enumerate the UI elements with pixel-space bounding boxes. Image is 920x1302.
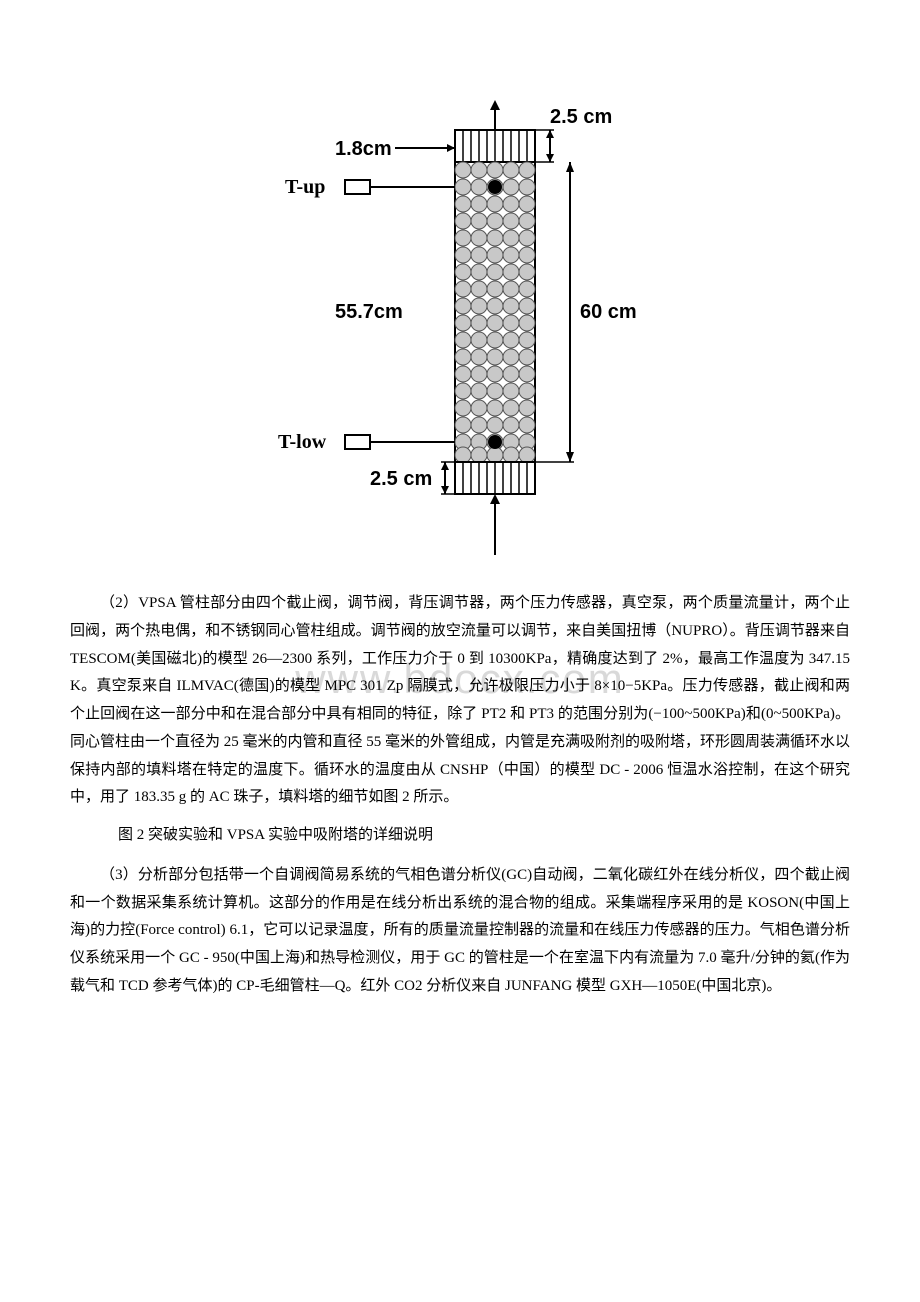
figure-2-caption: 图 2 突破实验和 VPSA 实验中吸附塔的详细说明 [70, 822, 850, 850]
dim-side-height: 60 cm [580, 301, 637, 323]
figure-2-column-diagram: 2.5 cm 1.8cm T-up 55.7cm 60 cm T-low [250, 100, 670, 560]
dim-bottom-height: 2.5 cm [370, 468, 432, 490]
figure-2-container: 2.5 cm 1.8cm T-up 55.7cm 60 cm T-low [70, 100, 850, 560]
paragraph-analysis: （3）分析部分包括带一个自调阀简易系统的气相色谱分析仪(GC)自动阀，二氧化碳红… [70, 862, 850, 1001]
dim-top-height: 2.5 cm [550, 106, 612, 128]
dim-inner-width: 1.8cm [335, 138, 392, 160]
dim-middle-height: 55.7cm [335, 301, 403, 323]
label-t-up: T-up [285, 176, 325, 198]
label-t-low: T-low [278, 431, 327, 453]
paragraph-vpsa: （2）VPSA 管柱部分由四个截止阀，调节阀，背压调节器，两个压力传感器，真空泵… [70, 590, 850, 812]
